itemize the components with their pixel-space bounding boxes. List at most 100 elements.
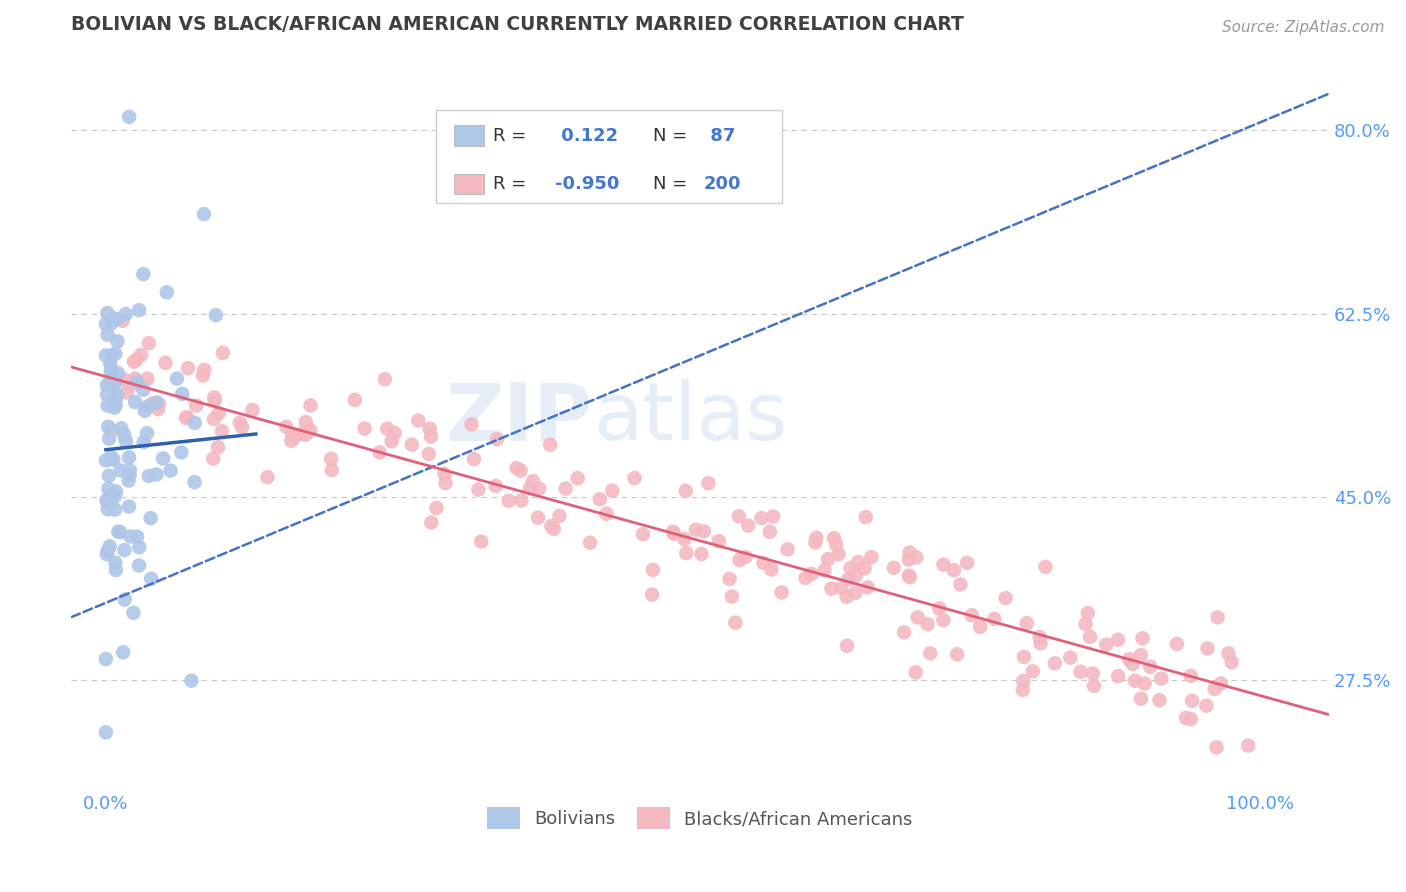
- Point: [128, 540, 150, 554]
- Point: [693, 524, 716, 539]
- Point: [118, 467, 141, 482]
- Point: [186, 399, 208, 413]
- Point: [623, 471, 645, 485]
- Point: [97, 543, 120, 558]
- Point: [946, 647, 969, 661]
- Point: [132, 267, 155, 281]
- Point: [641, 587, 664, 601]
- Point: [538, 438, 561, 452]
- Point: [837, 573, 859, 587]
- Point: [100, 488, 122, 502]
- Point: [898, 570, 921, 584]
- FancyBboxPatch shape: [454, 174, 484, 194]
- Point: [132, 383, 155, 397]
- Point: [1012, 673, 1035, 688]
- Point: [141, 572, 163, 586]
- Point: [994, 591, 1017, 606]
- Point: [820, 582, 842, 596]
- Point: [276, 419, 298, 434]
- Point: [146, 395, 169, 409]
- Point: [548, 508, 571, 523]
- Point: [105, 312, 128, 326]
- Point: [256, 470, 278, 484]
- Point: [1029, 636, 1052, 650]
- Point: [242, 403, 264, 417]
- Text: -0.950: -0.950: [555, 175, 620, 194]
- Point: [917, 617, 939, 632]
- Point: [1181, 694, 1204, 708]
- Point: [124, 371, 146, 385]
- Point: [1166, 637, 1188, 651]
- Point: [183, 475, 205, 489]
- Point: [375, 422, 398, 436]
- Point: [860, 549, 883, 564]
- Point: [1209, 676, 1232, 690]
- Point: [420, 430, 443, 444]
- Text: R =: R =: [492, 175, 526, 194]
- Point: [104, 556, 127, 570]
- Point: [94, 725, 117, 739]
- Point: [112, 428, 135, 442]
- Point: [1074, 617, 1097, 632]
- Point: [112, 645, 135, 659]
- Point: [662, 524, 685, 539]
- Point: [172, 387, 194, 401]
- Point: [96, 547, 118, 561]
- Point: [1220, 655, 1243, 669]
- Point: [294, 427, 316, 442]
- Point: [983, 612, 1005, 626]
- Point: [1122, 657, 1144, 671]
- Point: [105, 484, 128, 499]
- Point: [104, 563, 127, 577]
- Point: [893, 625, 915, 640]
- Point: [100, 365, 122, 379]
- Text: N =: N =: [654, 127, 688, 145]
- Point: [470, 534, 492, 549]
- Point: [299, 423, 322, 437]
- Text: R =: R =: [492, 127, 526, 145]
- Point: [118, 450, 141, 465]
- Point: [758, 524, 780, 539]
- Point: [107, 366, 129, 380]
- Point: [138, 469, 160, 483]
- Point: [136, 400, 159, 414]
- Point: [813, 563, 835, 577]
- Point: [823, 531, 845, 545]
- Point: [932, 558, 955, 572]
- Point: [110, 421, 132, 435]
- Point: [761, 562, 783, 576]
- Point: [1059, 650, 1081, 665]
- Point: [107, 334, 129, 349]
- Point: [806, 531, 828, 545]
- Point: [463, 452, 485, 467]
- Point: [1205, 740, 1227, 755]
- Point: [145, 467, 167, 482]
- Text: atlas: atlas: [593, 379, 787, 458]
- Point: [904, 665, 927, 680]
- Point: [97, 502, 120, 516]
- Point: [212, 345, 235, 359]
- Point: [97, 419, 120, 434]
- Point: [1218, 646, 1240, 660]
- Point: [433, 467, 456, 481]
- Point: [103, 374, 125, 388]
- Point: [1011, 682, 1033, 697]
- Point: [1107, 669, 1129, 683]
- Point: [1237, 739, 1260, 753]
- Point: [128, 303, 150, 318]
- Point: [136, 372, 159, 386]
- Point: [1077, 606, 1099, 620]
- Point: [96, 327, 118, 342]
- Text: BOLIVIAN VS BLACK/AFRICAN AMERICAN CURRENTLY MARRIED CORRELATION CHART: BOLIVIAN VS BLACK/AFRICAN AMERICAN CURRE…: [72, 15, 965, 34]
- Point: [817, 552, 839, 566]
- Point: [697, 476, 720, 491]
- Point: [1083, 679, 1105, 693]
- Point: [132, 435, 155, 450]
- Point: [136, 426, 159, 441]
- Point: [299, 399, 322, 413]
- Point: [115, 385, 138, 400]
- Point: [1150, 672, 1173, 686]
- Point: [98, 468, 121, 483]
- Point: [124, 395, 146, 409]
- Point: [353, 421, 375, 435]
